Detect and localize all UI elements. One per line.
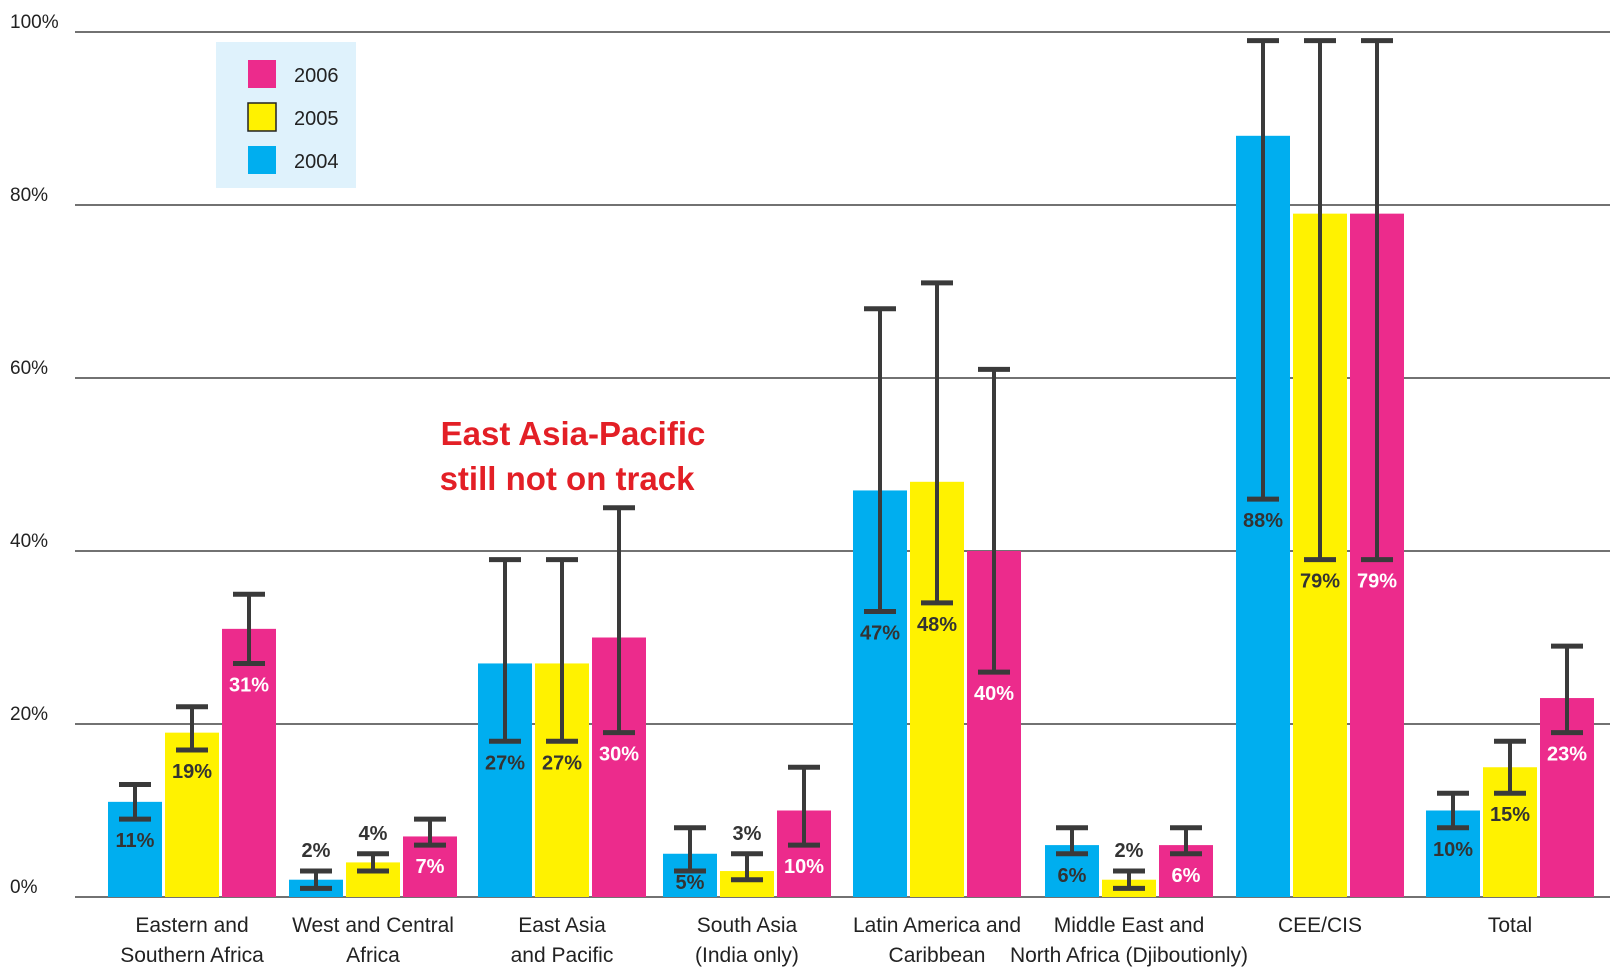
legend-swatch-2004 <box>248 146 276 174</box>
value-label: 15% <box>1490 804 1530 826</box>
value-label: 2% <box>1115 840 1144 862</box>
bar-2006 <box>222 628 276 897</box>
value-label: 2% <box>302 840 331 862</box>
x-category-label: Middle East and <box>1054 914 1205 937</box>
value-label: 4% <box>359 823 388 845</box>
value-label: 48% <box>917 614 957 636</box>
value-label: 40% <box>974 683 1014 705</box>
x-category-label: East Asia <box>518 914 606 937</box>
error-bars <box>119 38 1583 891</box>
x-category-label: Latin America and <box>853 914 1021 937</box>
legend-background <box>216 42 356 188</box>
legend: 2006 2005 2004 <box>216 42 356 188</box>
value-label: 79% <box>1300 571 1340 593</box>
y-tick-label: 60% <box>10 358 48 379</box>
value-label: 23% <box>1547 744 1587 766</box>
legend-label-2004: 2004 <box>294 151 339 173</box>
y-axis-tick-labels: 0% 20% 40% 60% 80% 100% <box>10 12 59 898</box>
y-tick-label: 100% <box>10 12 59 33</box>
x-axis-category-labels: Eastern and Southern Africa West and Centr… <box>120 914 1532 967</box>
annotation-line-1: East Asia-Pacific <box>441 415 706 452</box>
annotation-line-2: still not on track <box>440 460 696 497</box>
y-tick-label: 80% <box>10 185 48 206</box>
x-category-label: Caribbean <box>889 944 986 967</box>
legend-label-2005: 2005 <box>294 108 339 130</box>
x-category-label: South Asia <box>697 914 798 937</box>
value-label: 27% <box>542 752 582 774</box>
value-label: 10% <box>784 856 824 878</box>
x-category-label: West and Central <box>292 914 454 937</box>
value-label: 31% <box>229 674 269 696</box>
value-label: 6% <box>1172 865 1201 887</box>
legend-swatch-2006 <box>248 60 276 88</box>
value-label: 7% <box>416 856 445 878</box>
value-label: 3% <box>733 823 762 845</box>
x-category-label: (India only) <box>695 944 799 967</box>
y-tick-label: 40% <box>10 531 48 552</box>
x-category-label: and Pacific <box>511 944 614 967</box>
value-label: 79% <box>1357 571 1397 593</box>
y-tick-label: 20% <box>10 704 48 725</box>
value-label: 11% <box>116 830 155 852</box>
x-category-label: CEE/CIS <box>1278 914 1362 937</box>
bar-2005 <box>165 732 219 897</box>
value-labels: 11% 2% 27% 5% 47% 6% 88% 10% 19% 4% 27% 3% 48% 2% 79% 1… <box>116 510 1588 894</box>
value-label: 27% <box>485 752 525 774</box>
value-label: 5% <box>676 872 705 894</box>
value-label: 88% <box>1243 510 1283 532</box>
legend-label-2006: 2006 <box>294 65 339 87</box>
x-category-label: Total <box>1488 914 1532 937</box>
y-tick-label: 0% <box>10 877 38 898</box>
bars <box>108 135 1594 898</box>
value-label: 47% <box>860 623 900 645</box>
value-label: 6% <box>1058 865 1087 887</box>
x-category-label: Eastern and <box>135 914 248 937</box>
legend-swatch-2005 <box>247 102 277 132</box>
value-label: 30% <box>599 744 639 766</box>
x-category-label: Southern Africa <box>120 944 264 967</box>
x-category-label: North Africa (Djiboutionly) <box>1010 944 1248 967</box>
value-label: 19% <box>172 761 212 783</box>
value-label: 10% <box>1433 839 1473 861</box>
x-category-label: Africa <box>346 944 400 967</box>
